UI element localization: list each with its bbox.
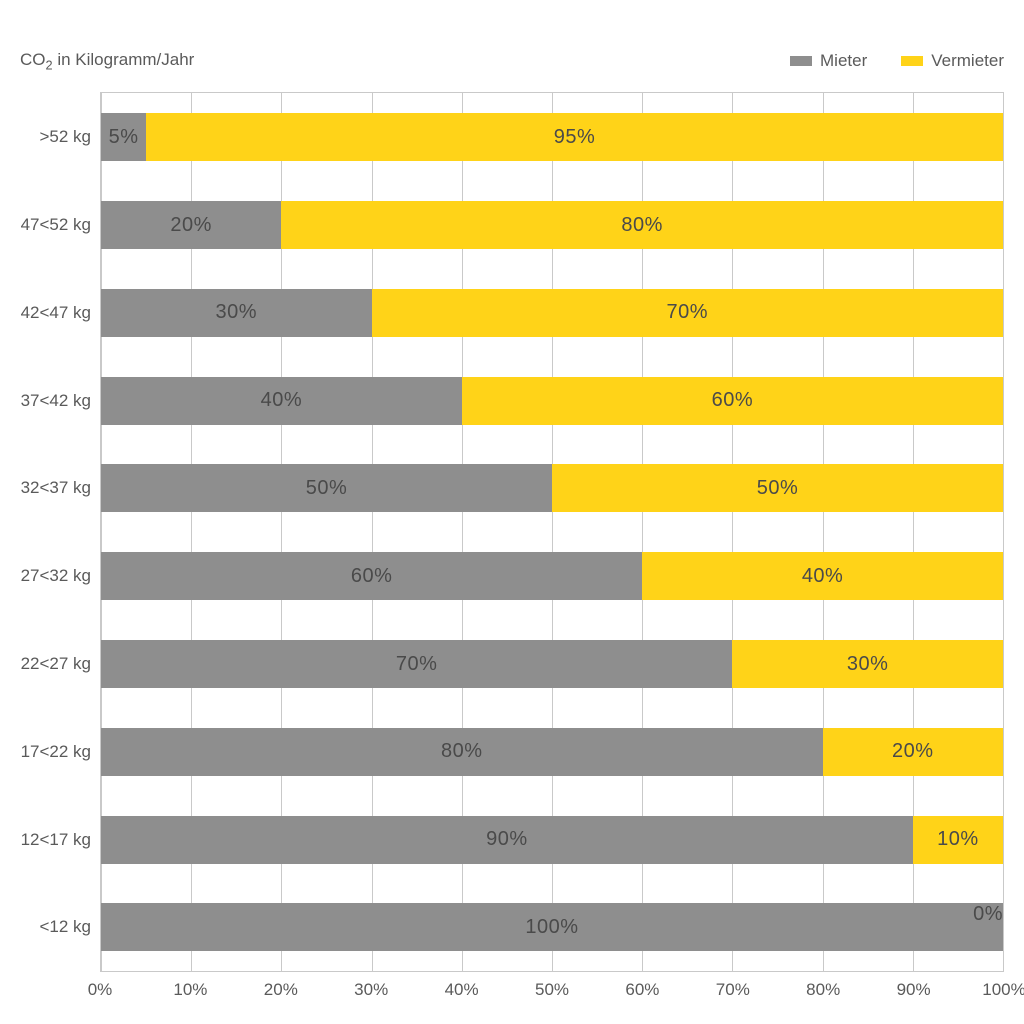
bar-row: 12<17 kg90%10% bbox=[101, 796, 1003, 884]
x-tick-label: 60% bbox=[625, 980, 659, 1000]
stacked-bar: 100%0% bbox=[101, 903, 1003, 951]
chart-header: CO2 in Kilogramm/Jahr Mieter Vermieter bbox=[20, 50, 1004, 72]
category-label: >52 kg bbox=[39, 127, 91, 147]
bar-segment-vermieter: 30% bbox=[732, 640, 1003, 688]
bar-segment-mieter: 20% bbox=[101, 201, 281, 249]
bar-rows: >52 kg5%95%47<52 kg20%80%42<47 kg30%70%3… bbox=[101, 93, 1003, 971]
bar-segment-vermieter: 10% bbox=[913, 816, 1003, 864]
legend-label: Vermieter bbox=[931, 51, 1004, 71]
x-tick-label: 30% bbox=[354, 980, 388, 1000]
x-tick-label: 10% bbox=[173, 980, 207, 1000]
bar-segment-vermieter: 40% bbox=[642, 552, 1003, 600]
stacked-bar: 50%50% bbox=[101, 464, 1003, 512]
stacked-bar: 40%60% bbox=[101, 377, 1003, 425]
bar-segment-mieter: 80% bbox=[101, 728, 823, 776]
bar-segment-vermieter: 80% bbox=[281, 201, 1003, 249]
x-tick-label: 90% bbox=[897, 980, 931, 1000]
category-label: 37<42 kg bbox=[21, 391, 91, 411]
gridline bbox=[1003, 93, 1004, 971]
x-tick-label: 100% bbox=[982, 980, 1024, 1000]
x-axis: 0%10%20%30%40%50%60%70%80%90%100% bbox=[100, 980, 1004, 1010]
x-tick-label: 20% bbox=[264, 980, 298, 1000]
bar-row: 27<32 kg60%40% bbox=[101, 532, 1003, 620]
category-label: <12 kg bbox=[39, 917, 91, 937]
stacked-bar: 20%80% bbox=[101, 201, 1003, 249]
bar-segment-vermieter: 70% bbox=[372, 289, 1003, 337]
bar-row: 37<42 kg40%60% bbox=[101, 357, 1003, 445]
bar-segment-mieter: 90% bbox=[101, 816, 913, 864]
category-label: 27<32 kg bbox=[21, 566, 91, 586]
bar-row: 47<52 kg20%80% bbox=[101, 181, 1003, 269]
bar-row: 32<37 kg50%50% bbox=[101, 445, 1003, 533]
bar-segment-mieter: 30% bbox=[101, 289, 372, 337]
bar-segment-vermieter: 60% bbox=[462, 377, 1003, 425]
x-tick-label: 0% bbox=[88, 980, 113, 1000]
stacked-bar: 80%20% bbox=[101, 728, 1003, 776]
bar-segment-mieter: 60% bbox=[101, 552, 642, 600]
category-label: 22<27 kg bbox=[21, 654, 91, 674]
bar-row: 17<22 kg80%20% bbox=[101, 708, 1003, 796]
stacked-bar: 60%40% bbox=[101, 552, 1003, 600]
legend-item-mieter: Mieter bbox=[790, 51, 867, 71]
x-tick-label: 70% bbox=[716, 980, 750, 1000]
legend-item-vermieter: Vermieter bbox=[901, 51, 1004, 71]
plot-area: >52 kg5%95%47<52 kg20%80%42<47 kg30%70%3… bbox=[100, 92, 1004, 972]
category-label: 47<52 kg bbox=[21, 215, 91, 235]
bar-segment-vermieter: 20% bbox=[823, 728, 1003, 776]
legend-swatch bbox=[901, 56, 923, 66]
bar-segment-mieter: 100% bbox=[101, 903, 1003, 951]
bar-segment-vermieter: 50% bbox=[552, 464, 1003, 512]
bar-segment-mieter: 50% bbox=[101, 464, 552, 512]
stacked-bar: 5%95% bbox=[101, 113, 1003, 161]
legend-swatch bbox=[790, 56, 812, 66]
x-tick-label: 40% bbox=[445, 980, 479, 1000]
co2-cost-split-chart: CO2 in Kilogramm/Jahr Mieter Vermieter >5… bbox=[20, 50, 1004, 1010]
x-tick-label: 50% bbox=[535, 980, 569, 1000]
bar-segment-mieter: 5% bbox=[101, 113, 146, 161]
bar-segment-mieter: 70% bbox=[101, 640, 732, 688]
category-label: 12<17 kg bbox=[21, 830, 91, 850]
bar-row: <12 kg100%0% bbox=[101, 884, 1003, 972]
legend-label: Mieter bbox=[820, 51, 867, 71]
x-tick-label: 80% bbox=[806, 980, 840, 1000]
bar-row: 22<27 kg70%30% bbox=[101, 620, 1003, 708]
chart-legend: Mieter Vermieter bbox=[790, 51, 1004, 71]
stacked-bar: 90%10% bbox=[101, 816, 1003, 864]
category-label: 32<37 kg bbox=[21, 478, 91, 498]
chart-title: CO2 in Kilogramm/Jahr bbox=[20, 50, 194, 72]
category-label: 17<22 kg bbox=[21, 742, 91, 762]
stacked-bar: 70%30% bbox=[101, 640, 1003, 688]
bar-segment-vermieter: 0% bbox=[967, 903, 1003, 926]
bar-row: >52 kg5%95% bbox=[101, 93, 1003, 181]
bar-segment-mieter: 40% bbox=[101, 377, 462, 425]
category-label: 42<47 kg bbox=[21, 303, 91, 323]
stacked-bar: 30%70% bbox=[101, 289, 1003, 337]
bar-segment-vermieter: 95% bbox=[146, 113, 1003, 161]
bar-row: 42<47 kg30%70% bbox=[101, 269, 1003, 357]
